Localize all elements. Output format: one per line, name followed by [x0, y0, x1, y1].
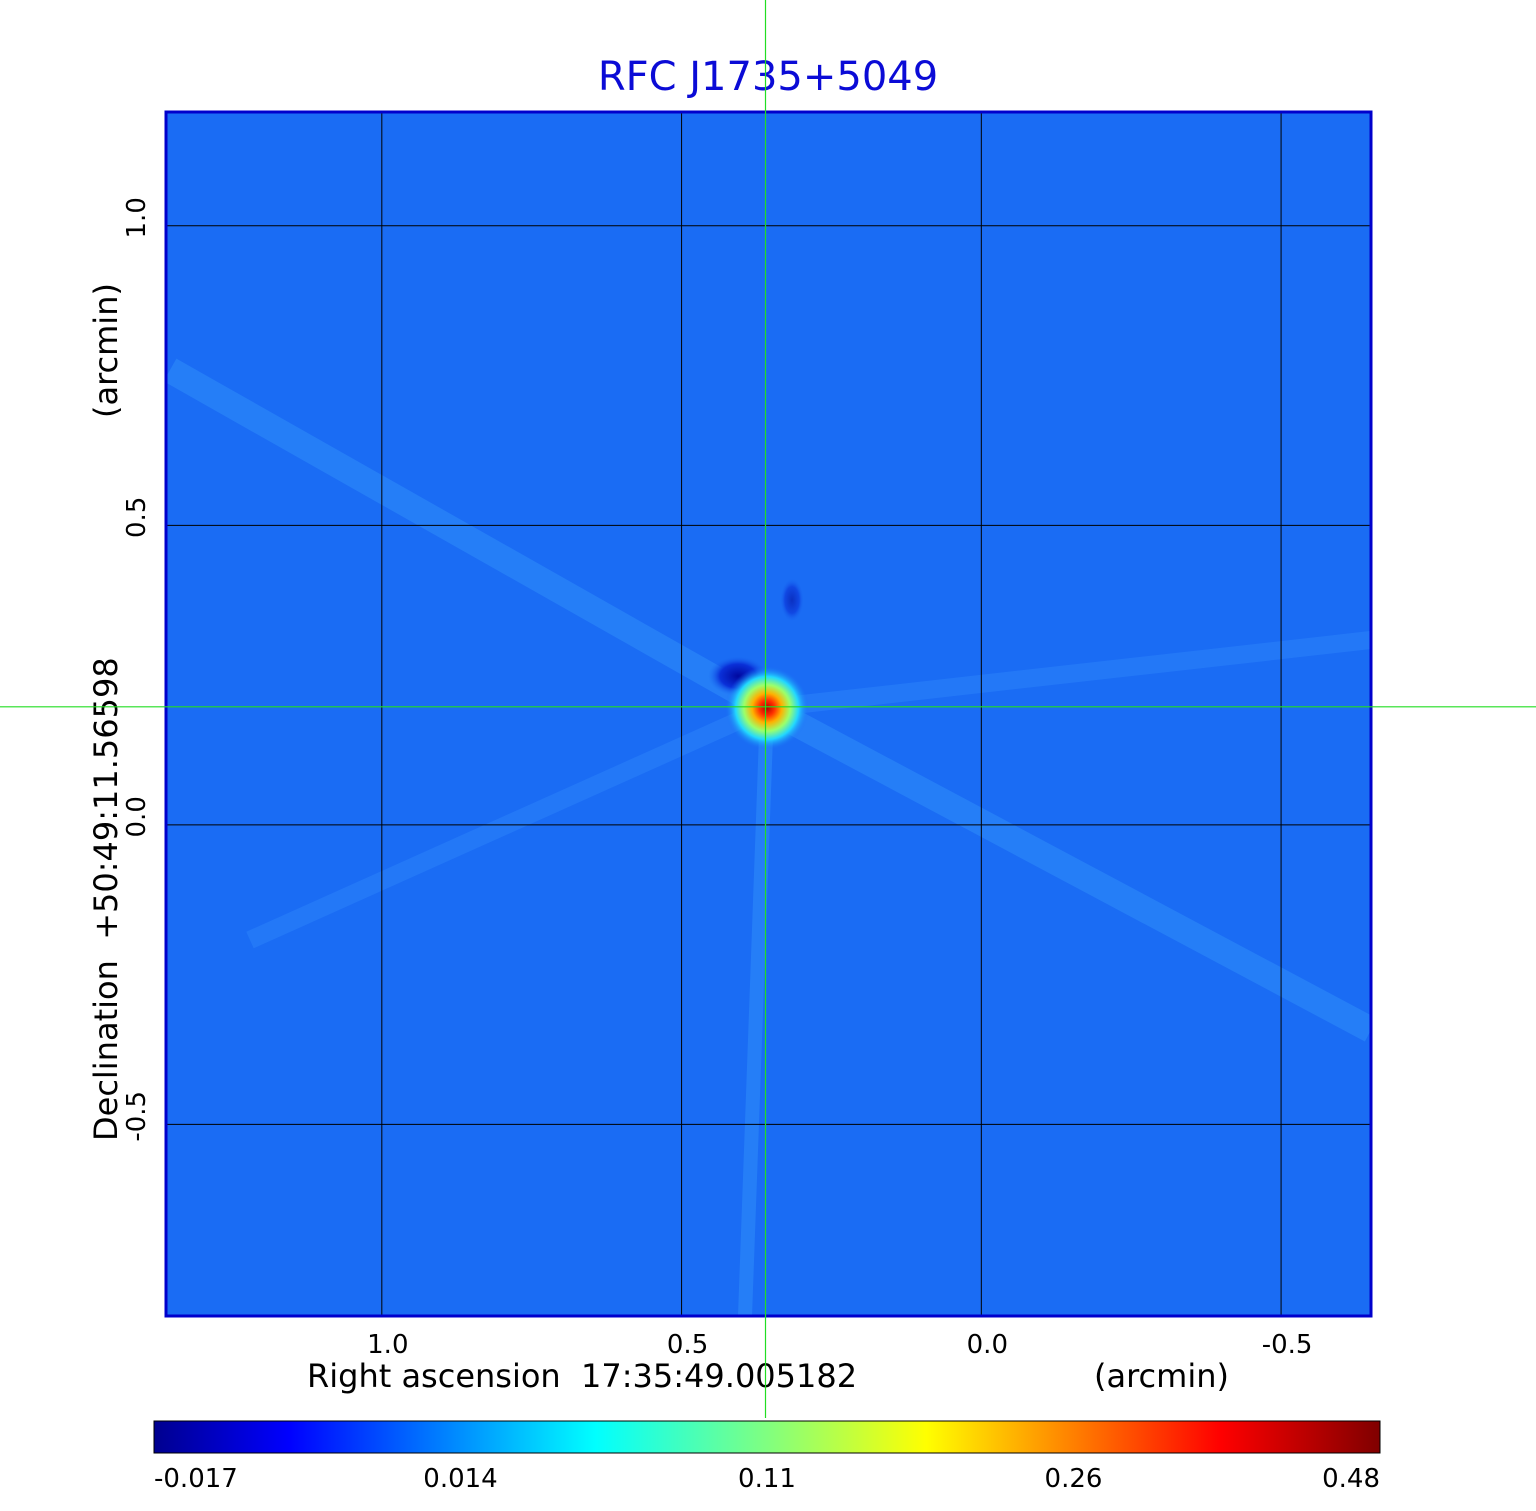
negative-lobe-secondary [780, 578, 804, 622]
y-tick-label: 0.5 [122, 497, 152, 538]
x-tick-label: 0.5 [667, 1330, 708, 1360]
colorbar-tick-labels: -0.017 0.014 0.11 0.26 0.48 [154, 1464, 1380, 1494]
streak [760, 696, 1371, 1042]
chart-title: RFC J1735+5049 [598, 54, 938, 100]
x-tick-label: 1.0 [367, 1330, 408, 1360]
y-tick-label: -0.5 [122, 1091, 152, 1142]
colorbar [153, 1420, 1381, 1454]
colorbar-tick-label: 0.11 [738, 1464, 796, 1494]
colorbar-tick-label: -0.017 [154, 1464, 238, 1494]
streak [738, 707, 774, 1316]
image-area [166, 112, 1371, 1316]
colorbar-tick-label: 0.26 [1045, 1464, 1103, 1494]
plot-frame [164, 110, 1373, 1318]
colorbar-tick-label: 0.014 [423, 1464, 497, 1494]
x-tick-labels: 1.0 0.5 0.0 -0.5 [367, 1330, 1312, 1360]
coordinate-grid [166, 112, 1371, 1316]
x-tick-label: 0.0 [967, 1330, 1008, 1360]
y-tick-label: 0.0 [122, 796, 152, 837]
y-tick-labels: 1.0 0.5 0.0 -0.5 [122, 197, 152, 1142]
source-peak [725, 666, 809, 750]
y-axis-unit: (arcmin) [87, 283, 125, 418]
colorbar-tick-label: 0.48 [1322, 1464, 1380, 1494]
x-tick-label: -0.5 [1262, 1330, 1313, 1360]
x-axis-label: Right ascension 17:35:49.005182 [307, 1357, 857, 1395]
streak [166, 358, 774, 720]
y-tick-label: 1.0 [122, 197, 152, 238]
sidelobe-streaks [166, 358, 1371, 1316]
streak [765, 631, 1371, 717]
y-axis-label: Declination +50:49:11.56598 [87, 657, 125, 1141]
streak [246, 699, 771, 949]
x-axis-unit: (arcmin) [1094, 1357, 1229, 1395]
